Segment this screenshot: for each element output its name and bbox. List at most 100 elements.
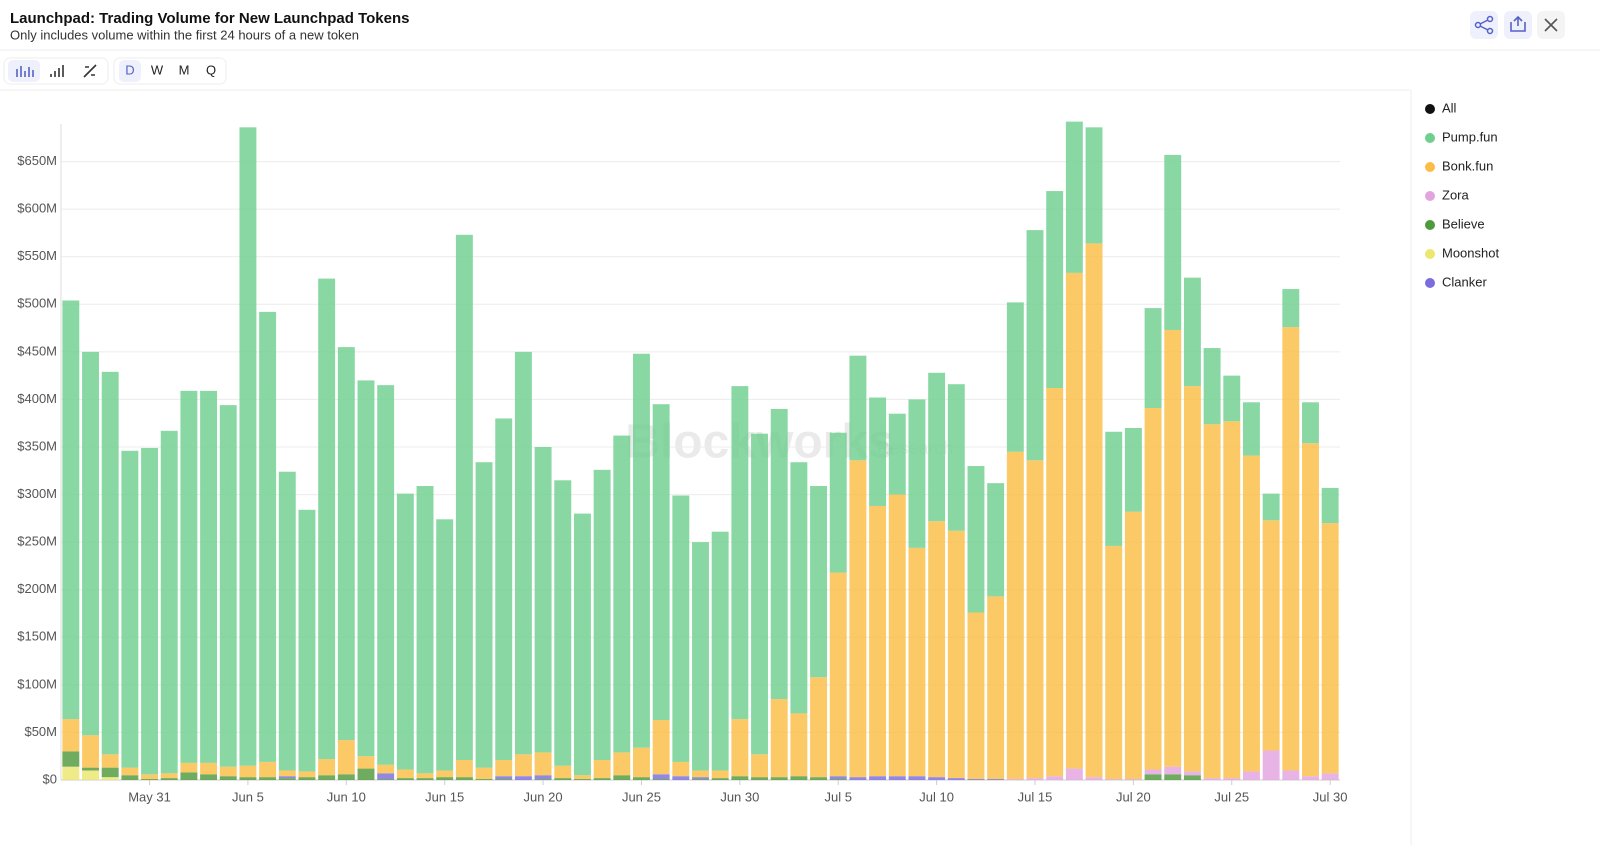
bar-segment	[829, 776, 847, 780]
bar-segment	[908, 547, 926, 777]
export-button[interactable]	[1504, 11, 1532, 39]
bar-segment	[200, 390, 218, 763]
interval-active	[119, 60, 141, 82]
percent-button[interactable]	[83, 64, 97, 78]
bar-segment	[1065, 272, 1083, 769]
interval-button[interactable]: Q	[206, 62, 216, 77]
bar-segment	[1046, 388, 1064, 777]
bar-segment	[613, 752, 631, 776]
bar-segment	[967, 612, 985, 780]
bar-segment	[436, 519, 454, 771]
legend-label[interactable]: Zora	[1442, 187, 1470, 202]
bar-segment	[121, 775, 139, 780]
bar-segment	[751, 777, 768, 780]
bar-segment	[1164, 766, 1182, 775]
x-tick-label: Jul 15	[1018, 789, 1053, 804]
legend-dot[interactable]	[1425, 104, 1435, 114]
bar-segment	[810, 486, 828, 678]
bar-segment	[1144, 407, 1162, 770]
legend-label[interactable]: Clanker	[1442, 274, 1487, 289]
bar-segment	[200, 762, 218, 775]
bar-segment	[869, 397, 887, 506]
bar-segment	[357, 380, 375, 757]
legend-dot[interactable]	[1425, 220, 1435, 230]
bar-segment	[377, 385, 395, 765]
bar-segment	[1164, 774, 1182, 780]
bar-segment	[987, 483, 1005, 597]
bar-segment	[908, 776, 926, 780]
bar-segment	[692, 777, 709, 780]
bar-segment	[514, 776, 532, 780]
bar-segment	[1321, 523, 1339, 774]
interval-button[interactable]: D	[125, 62, 134, 77]
bar-segment	[947, 530, 965, 779]
bar-segment	[1124, 427, 1142, 512]
stacked-button[interactable]	[50, 65, 64, 77]
x-tick-label: Jul 30	[1313, 789, 1348, 804]
interval-button[interactable]: M	[179, 62, 190, 77]
bar-segment	[101, 754, 119, 768]
bar-segment	[1223, 375, 1241, 422]
legend-label[interactable]: Bonk.fun	[1442, 158, 1493, 173]
bar-segment	[1046, 191, 1064, 389]
bar-segment	[888, 413, 906, 495]
bar-segment	[849, 460, 867, 778]
bar-segment	[298, 771, 316, 778]
subtitle: Only includes volume within the first 24…	[10, 27, 359, 42]
bar-segment	[593, 760, 611, 779]
bar-segment	[731, 776, 749, 780]
bar-segment	[790, 713, 808, 777]
legend-label[interactable]: Moonshot	[1442, 245, 1499, 260]
legend-dot[interactable]	[1425, 162, 1435, 172]
bar-segment	[1006, 451, 1024, 780]
legend-label[interactable]: Believe	[1442, 216, 1485, 231]
bar-segment	[318, 278, 336, 760]
legend-label[interactable]: All	[1442, 100, 1457, 115]
bar-segment	[790, 462, 808, 714]
bar-segment	[1262, 750, 1280, 780]
close-button[interactable]	[1537, 11, 1565, 39]
bar-segment	[259, 311, 277, 762]
interval-button[interactable]: W	[151, 62, 164, 77]
bar-segment	[239, 127, 257, 766]
bar-segment	[1124, 511, 1142, 780]
bar-segment	[318, 759, 336, 776]
bar-segment	[101, 777, 119, 780]
bar-segment	[652, 779, 670, 780]
bar-segment	[278, 471, 296, 771]
bar-segment	[239, 765, 257, 778]
bar-segment	[377, 779, 395, 780]
x-tick-label: Jun 20	[524, 789, 563, 804]
bar-segment	[652, 774, 670, 780]
bar-segment	[1223, 421, 1241, 779]
legend-dot[interactable]	[1425, 278, 1435, 288]
bar-segment	[1203, 348, 1221, 425]
share-button[interactable]	[1470, 11, 1498, 39]
legend-dot[interactable]	[1425, 191, 1435, 201]
legend-label[interactable]: Pump.fun	[1442, 129, 1498, 144]
bar-segment	[888, 494, 906, 777]
legend-dot[interactable]	[1425, 249, 1435, 259]
bar-segment	[1006, 779, 1024, 780]
bar-segment	[711, 778, 729, 780]
bar-segment	[1282, 289, 1300, 328]
bar-segment	[554, 765, 572, 779]
bar-segment	[672, 776, 690, 780]
y-tick-label: $350M	[17, 438, 57, 453]
bar-segment	[1302, 402, 1319, 444]
bar-segment	[613, 775, 631, 780]
bar-segment	[1183, 771, 1201, 776]
bar-segment	[633, 747, 650, 778]
bar-segment	[82, 770, 99, 780]
legend-dot[interactable]	[1425, 133, 1435, 143]
bar-segment	[82, 351, 99, 736]
bar-segment	[278, 776, 296, 779]
bar-chart-button[interactable]	[8, 60, 40, 82]
bar-segment	[1164, 329, 1182, 767]
bar-segment	[219, 405, 237, 767]
bar-segment	[436, 770, 454, 778]
bar-segment	[711, 770, 729, 779]
bar-segment	[298, 509, 316, 772]
bar-segment	[121, 450, 139, 768]
